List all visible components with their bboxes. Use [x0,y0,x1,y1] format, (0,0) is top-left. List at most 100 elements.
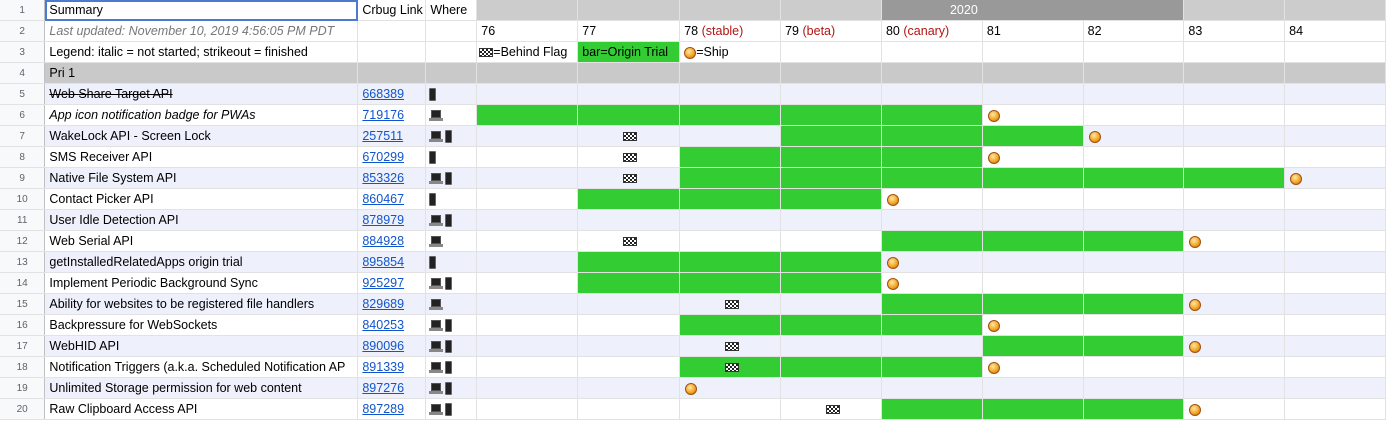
crbug-link[interactable]: 670299 [362,150,405,164]
timeline-cell[interactable] [982,104,1084,126]
timeline-cell[interactable] [476,104,579,126]
section-cell[interactable] [982,62,1084,84]
timeline-cell[interactable] [476,272,579,294]
feature-name-cell[interactable]: User Idle Detection API [44,209,359,231]
crbug-link[interactable]: 878979 [362,213,405,227]
timeline-cell[interactable] [780,251,882,273]
timeline-cell[interactable] [1284,356,1386,378]
crbug-link[interactable]: 891339 [362,360,405,374]
where-cell[interactable] [425,335,478,357]
timeline-cell[interactable] [982,377,1084,399]
timeline-cell[interactable] [476,188,579,210]
timeline-cell[interactable] [1284,146,1386,168]
timeline-cell[interactable] [982,209,1084,231]
section-cell[interactable] [679,62,782,84]
timeline-cell[interactable] [780,125,882,147]
timeline-cell[interactable] [1284,167,1386,189]
timeline-cell[interactable] [1284,335,1386,357]
timeline-cell[interactable] [1183,272,1286,294]
timeline-cell[interactable] [982,335,1084,357]
feature-name-cell[interactable]: Ability for websites to be registered fi… [44,293,359,315]
timeline-cell[interactable] [1284,125,1386,147]
timeline-cell[interactable] [679,104,782,126]
timeline-cell[interactable] [679,293,782,315]
timeline-cell[interactable] [1083,83,1185,105]
timeline-cell[interactable] [1083,293,1185,315]
summary-header-cell[interactable]: Summary [44,0,359,21]
timeline-cell[interactable] [881,83,983,105]
crbug-link[interactable]: 840253 [362,318,405,332]
where-cell[interactable] [425,272,478,294]
timeline-cell[interactable] [679,356,782,378]
timeline-cell[interactable] [476,209,579,231]
timeline-cell[interactable] [476,83,579,105]
feature-name-cell[interactable]: getInstalledRelatedApps origin trial [44,251,359,273]
timeline-cell[interactable] [1284,377,1386,399]
version-79-cell[interactable]: 79 (beta) [780,20,882,42]
empty-cell[interactable] [1183,41,1286,63]
timeline-cell[interactable] [679,377,782,399]
crbug-link[interactable]: 884928 [362,234,405,248]
timeline-cell[interactable] [982,125,1084,147]
timeline-cell[interactable] [679,335,782,357]
gray-header-cell[interactable] [1183,0,1286,21]
timeline-cell[interactable] [577,398,681,420]
gray-header-cell[interactable] [1284,0,1386,21]
legend-cell[interactable]: Legend: italic = not started; strikeout … [44,41,359,63]
timeline-cell[interactable] [1183,188,1286,210]
timeline-cell[interactable] [982,314,1084,336]
timeline-cell[interactable] [982,251,1084,273]
timeline-cell[interactable] [679,272,782,294]
timeline-cell[interactable] [679,125,782,147]
where-cell[interactable] [425,398,478,420]
version-82-cell[interactable]: 82 [1083,20,1185,42]
where-cell[interactable] [425,188,478,210]
timeline-cell[interactable] [1284,230,1386,252]
crbug-link[interactable]: 895854 [362,255,405,269]
timeline-cell[interactable] [1183,230,1286,252]
timeline-cell[interactable] [679,167,782,189]
crbug-header-cell[interactable]: Crbug Link [357,0,427,21]
section-cell[interactable] [1183,62,1286,84]
where-header-cell[interactable]: Where [425,0,478,21]
feature-name-cell[interactable]: WebHID API [44,335,359,357]
gray-header-cell[interactable] [476,0,579,21]
empty-cell[interactable] [425,41,478,63]
where-cell[interactable] [425,104,478,126]
where-cell[interactable] [425,377,478,399]
timeline-cell[interactable] [1083,104,1185,126]
timeline-cell[interactable] [476,125,579,147]
timeline-cell[interactable] [679,251,782,273]
where-cell[interactable] [425,251,478,273]
feature-name-cell[interactable]: Unlimited Storage permission for web con… [44,377,359,399]
feature-name-cell[interactable]: Notification Triggers (a.k.a. Scheduled … [44,356,359,378]
timeline-cell[interactable] [1083,356,1185,378]
timeline-cell[interactable] [1183,356,1286,378]
timeline-cell[interactable] [1183,314,1286,336]
timeline-cell[interactable] [1083,188,1185,210]
timeline-cell[interactable] [1284,209,1386,231]
timeline-cell[interactable] [780,335,882,357]
gray-header-cell[interactable] [679,0,782,21]
timeline-cell[interactable] [881,335,983,357]
section-cell[interactable] [357,62,427,84]
section-title-cell[interactable]: Pri 1 [44,62,359,84]
crbug-link[interactable]: 853326 [362,171,405,185]
empty-cell[interactable] [1284,41,1386,63]
section-cell[interactable] [1284,62,1386,84]
where-cell[interactable] [425,125,478,147]
where-cell[interactable] [425,314,478,336]
timeline-cell[interactable] [679,398,782,420]
timeline-cell[interactable] [577,377,681,399]
version-81-cell[interactable]: 81 [982,20,1084,42]
timeline-cell[interactable] [1083,125,1185,147]
timeline-cell[interactable] [1183,251,1286,273]
timeline-cell[interactable] [881,314,983,336]
timeline-cell[interactable] [1083,398,1185,420]
timeline-cell[interactable] [1083,335,1185,357]
legend-flag-cell[interactable]: =Behind Flag [476,41,579,63]
timeline-cell[interactable] [1183,209,1286,231]
timeline-cell[interactable] [780,167,882,189]
timeline-cell[interactable] [577,272,681,294]
timeline-cell[interactable] [577,251,681,273]
